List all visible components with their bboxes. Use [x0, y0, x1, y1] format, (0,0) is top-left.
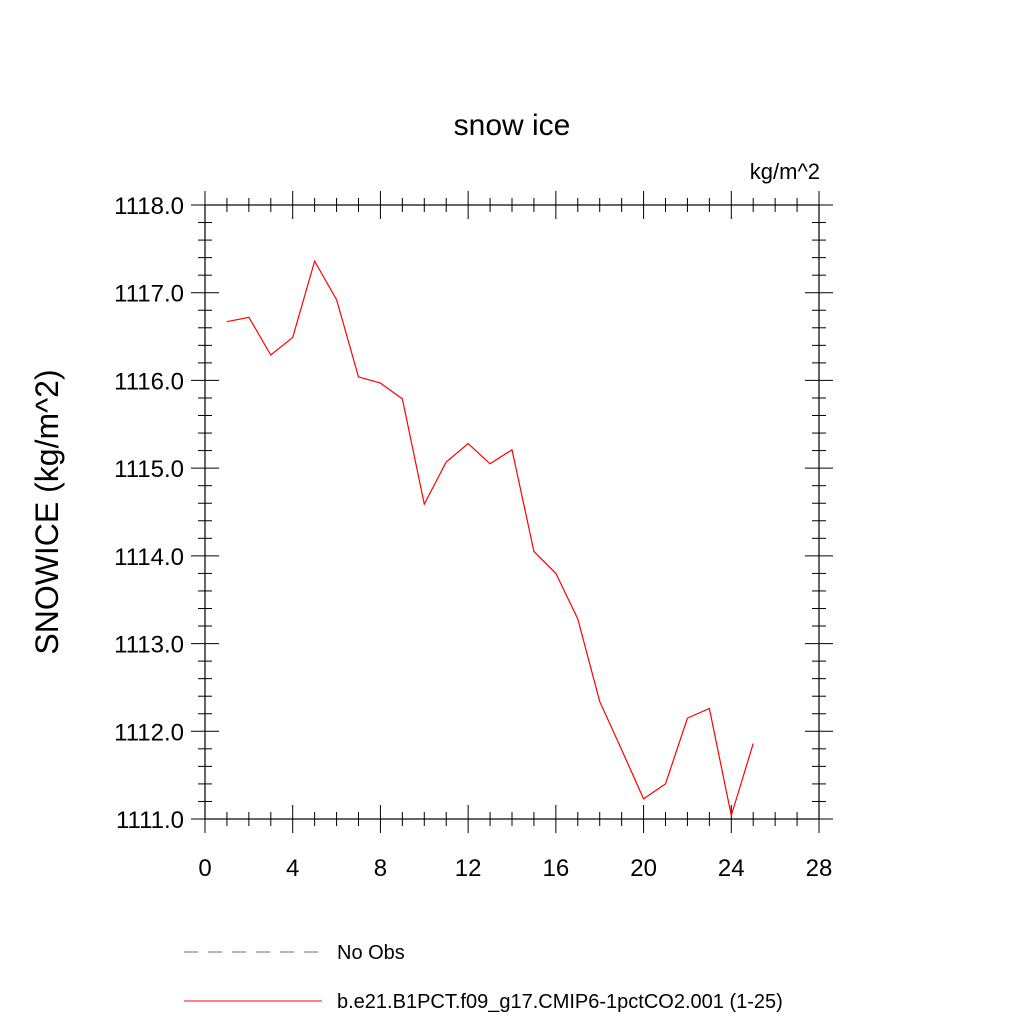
y-tick-label: 1112.0	[114, 719, 184, 746]
series-line	[226, 259, 754, 816]
y-tick-label: 1117.0	[114, 281, 184, 308]
x-tick-label: 16	[543, 855, 570, 882]
series-group	[226, 259, 754, 816]
plot-frame	[204, 204, 820, 820]
y-tick-label: 1113.0	[114, 632, 184, 659]
y-tick-label: 1114.0	[114, 544, 184, 571]
legend-label: b.e21.B1PCT.f09_g17.CMIP6-1pctCO2.001 (1…	[337, 991, 783, 1013]
y-tick-label: 1118.0	[114, 193, 184, 220]
x-tick-label: 8	[374, 855, 387, 882]
axis-ticks: 0 4 8 12 16 20 24 28 1111.0 1112.0 1113.0 1114.0 111…	[114, 191, 833, 882]
y-tick-label: 1116.0	[114, 368, 184, 395]
y-tick-label: 1115.0	[114, 456, 184, 483]
y-tick-label: 1111.0	[116, 807, 184, 834]
x-tick-label: 24	[718, 855, 745, 882]
x-tick-label: 20	[630, 855, 657, 882]
x-tick-label: 4	[286, 855, 299, 882]
y-axis-label: SNOWICE (kg/m^2)	[29, 369, 65, 654]
units-label: kg/m^2	[750, 159, 820, 184]
chart-title: snow ice	[454, 109, 571, 142]
legend-label: No Obs	[337, 942, 405, 964]
x-tick-label: 0	[198, 855, 211, 882]
x-tick-label: 12	[455, 855, 482, 882]
legend: No Obs b.e21.B1PCT.f09_g17.CMIP6-1pctCO2.…	[184, 942, 783, 1013]
x-tick-label: 28	[806, 855, 833, 882]
